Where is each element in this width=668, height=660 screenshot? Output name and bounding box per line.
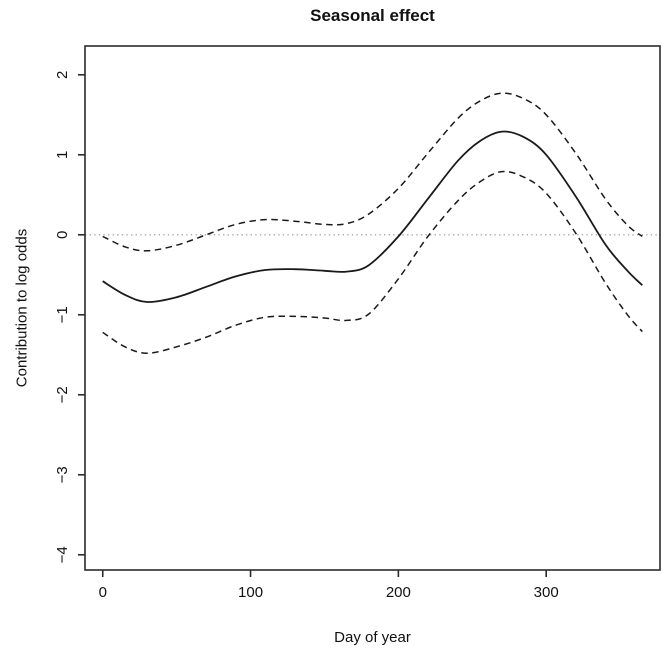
y-tick-label: 1 (54, 151, 71, 159)
series-upper-ci-line (102, 92, 643, 252)
x-tick-label: 100 (238, 584, 263, 601)
y-axis-label: Contribution to log odds (13, 228, 31, 388)
series-lower-ci-line (102, 170, 643, 354)
y-tick-label: −2 (54, 386, 71, 403)
x-tick-label: 300 (534, 584, 559, 601)
y-tick-label: −3 (54, 466, 71, 483)
x-tick-label: 0 (99, 584, 107, 601)
x-tick-label: 200 (386, 584, 411, 601)
chart-title: Seasonal effect (310, 6, 435, 25)
x-axis-label: Day of year (334, 629, 411, 646)
series-estimate-line (102, 130, 643, 303)
y-tick-label: −4 (54, 546, 71, 563)
y-tick-label: −1 (54, 306, 71, 323)
plot-frame (84, 45, 661, 571)
y-tick-label: 2 (54, 71, 71, 79)
y-tick-label: 0 (54, 231, 71, 239)
